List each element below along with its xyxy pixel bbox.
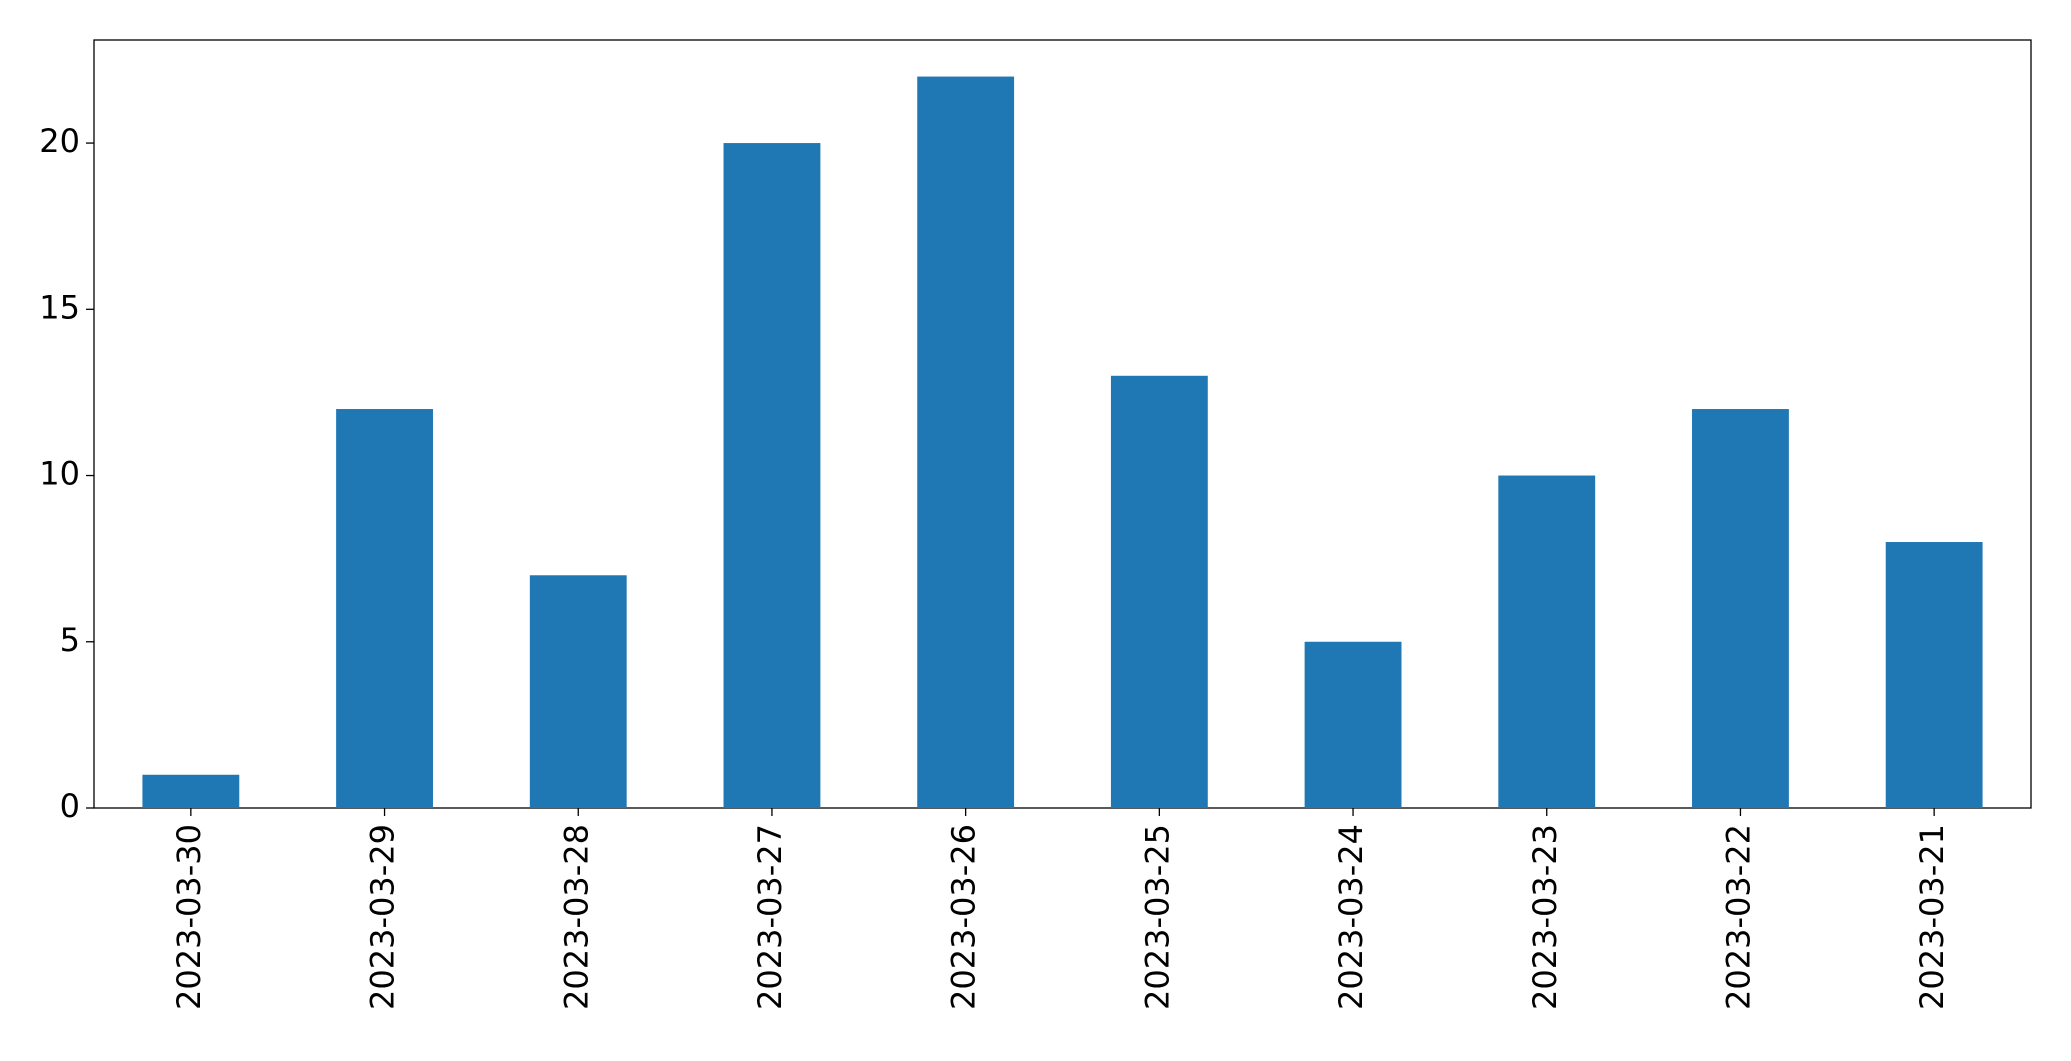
- y-tick-label: 15: [39, 288, 80, 326]
- y-tick-label: 10: [39, 455, 80, 493]
- y-tick-label: 20: [39, 122, 80, 160]
- x-tick-label: 2023-03-24: [1332, 824, 1370, 1010]
- x-tick-label: 2023-03-29: [364, 824, 402, 1010]
- bar: [1304, 641, 1402, 808]
- y-tick-label: 5: [60, 621, 80, 659]
- x-tick-label: 2023-03-23: [1526, 824, 1564, 1010]
- x-tick-label: 2023-03-21: [1913, 824, 1951, 1010]
- plot-frame: [93, 39, 2032, 809]
- x-tick-label: 2023-03-28: [557, 824, 595, 1010]
- x-tick-label: 2023-03-22: [1719, 824, 1757, 1010]
- x-tick-label: 2023-03-27: [751, 824, 789, 1010]
- bar: [917, 76, 1015, 809]
- x-tick-label: 2023-03-30: [170, 824, 208, 1010]
- bar: [529, 575, 627, 808]
- y-tick-label: 0: [60, 787, 80, 825]
- x-tick-label: 2023-03-26: [945, 824, 983, 1010]
- bar: [1885, 542, 1983, 808]
- bar: [723, 143, 821, 808]
- bar: [142, 774, 240, 808]
- x-tick-label: 2023-03-25: [1138, 824, 1176, 1010]
- bar: [1692, 409, 1789, 808]
- bar: [1498, 475, 1596, 808]
- bar: [336, 409, 433, 808]
- bar: [1110, 375, 1208, 808]
